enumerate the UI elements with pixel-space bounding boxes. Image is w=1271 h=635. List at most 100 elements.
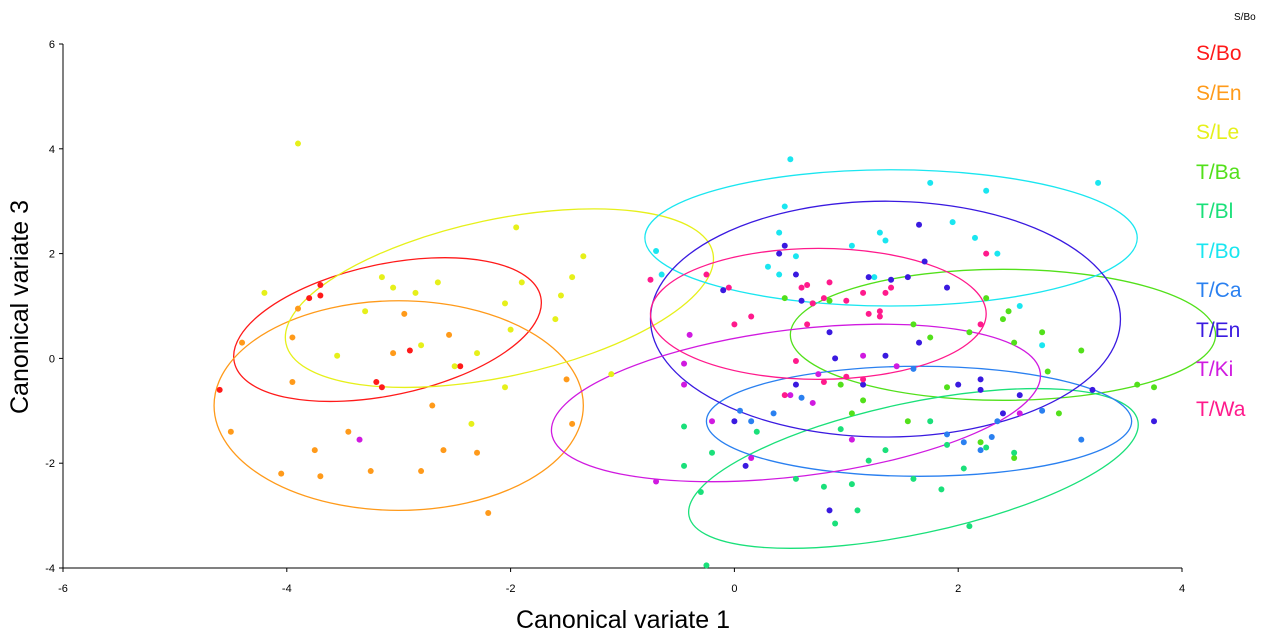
point-t-bl <box>854 507 861 514</box>
point-t-en <box>731 418 738 425</box>
point-s-le <box>502 384 509 391</box>
point-s-le <box>518 279 525 286</box>
point-s-en <box>446 331 453 338</box>
point-t-ba <box>983 295 990 302</box>
point-s-en <box>474 449 481 456</box>
x-tick-label: 0 <box>731 583 737 595</box>
ellipse-s-le <box>284 208 715 389</box>
point-s-bo <box>317 292 324 299</box>
point-s-en <box>317 473 324 480</box>
point-t-bl <box>1011 449 1018 456</box>
legend-item-s-en: S/En <box>1196 81 1242 105</box>
point-t-wa <box>865 310 872 317</box>
point-t-bo <box>776 229 783 236</box>
point-s-en <box>569 420 576 427</box>
point-t-bl <box>753 428 760 435</box>
point-t-wa <box>843 373 850 380</box>
point-t-bo <box>653 247 660 254</box>
point-s-le <box>557 292 564 299</box>
point-t-wa <box>843 297 850 304</box>
point-s-le <box>362 308 369 315</box>
point-s-en <box>239 339 246 346</box>
ellipse-t-bo <box>644 169 1138 307</box>
point-t-bo <box>876 229 883 236</box>
point-t-bo <box>776 271 783 278</box>
point-t-ba <box>1044 368 1051 375</box>
point-s-en <box>401 310 408 317</box>
point-t-en <box>977 376 984 383</box>
point-t-en <box>1151 418 1158 425</box>
point-t-wa <box>804 282 811 289</box>
point-t-ba <box>1134 381 1141 388</box>
point-t-bo <box>792 253 799 260</box>
point-t-ba <box>944 384 951 391</box>
point-t-en <box>781 242 788 249</box>
point-s-bo <box>306 295 313 302</box>
legend-item-t-ki: T/Ki <box>1196 358 1234 381</box>
point-t-en <box>1089 386 1096 393</box>
point-t-wa <box>860 289 867 296</box>
point-t-ki <box>686 331 693 338</box>
point-s-en <box>294 305 301 312</box>
point-t-ki <box>809 399 816 406</box>
point-t-wa <box>876 313 883 320</box>
point-t-wa <box>647 276 654 283</box>
point-t-en <box>921 258 928 265</box>
point-t-en <box>904 274 911 281</box>
y-tick-label: 6 <box>49 39 55 51</box>
point-s-le <box>468 420 475 427</box>
point-t-en <box>916 339 923 346</box>
point-t-en <box>865 274 872 281</box>
point-t-ki <box>748 454 755 461</box>
point-t-en <box>882 352 889 359</box>
y-axis-label: Canonical variate 3 <box>6 200 34 414</box>
point-s-en <box>440 447 447 454</box>
legend-item-t-bo: T/Bo <box>1196 239 1241 263</box>
point-t-ca <box>1078 436 1085 443</box>
legend-corner-label: S/Bo <box>1234 12 1256 23</box>
point-t-bo <box>787 156 794 163</box>
point-t-wa <box>876 308 883 315</box>
point-s-le <box>294 140 301 147</box>
point-s-en <box>289 334 296 341</box>
point-s-en <box>278 470 285 477</box>
point-t-ca <box>994 418 1001 425</box>
point-t-en <box>826 507 833 514</box>
point-s-bo <box>373 378 380 385</box>
point-t-ki <box>860 352 867 359</box>
point-t-bo <box>949 219 956 226</box>
point-t-ca <box>736 407 743 414</box>
x-axis-label: Canonical variate 1 <box>516 606 730 634</box>
point-t-wa <box>792 358 799 365</box>
point-t-bl <box>681 423 688 430</box>
point-t-bl <box>910 475 917 482</box>
y-tick-label: 2 <box>49 249 55 261</box>
axes <box>59 43 1183 572</box>
point-t-ki <box>709 418 716 425</box>
point-t-bl <box>960 465 967 472</box>
point-t-ba <box>1151 384 1158 391</box>
legend-item-t-bl: T/Bl <box>1196 200 1234 223</box>
point-t-ba <box>781 295 788 302</box>
point-t-ki <box>787 392 794 399</box>
point-t-bl <box>848 481 855 488</box>
point-t-ca <box>1039 407 1046 414</box>
point-s-le <box>434 279 441 286</box>
y-tick-label: 4 <box>49 144 55 156</box>
point-t-wa <box>798 284 805 291</box>
ellipse-s-bo <box>233 257 543 403</box>
point-t-ki <box>848 436 855 443</box>
point-t-en <box>832 355 839 362</box>
point-s-le <box>580 253 587 260</box>
point-s-le <box>390 284 397 291</box>
legend-item-s-bo: S/Bo <box>1196 42 1242 65</box>
point-t-bl <box>927 418 934 425</box>
point-t-ki <box>815 371 822 378</box>
ellipse-t-bl <box>687 387 1139 549</box>
point-t-bl <box>681 462 688 469</box>
point-t-wa <box>731 321 738 328</box>
point-s-le <box>474 350 481 357</box>
y-tick-label: -2 <box>45 458 55 470</box>
point-t-en <box>1016 392 1023 399</box>
